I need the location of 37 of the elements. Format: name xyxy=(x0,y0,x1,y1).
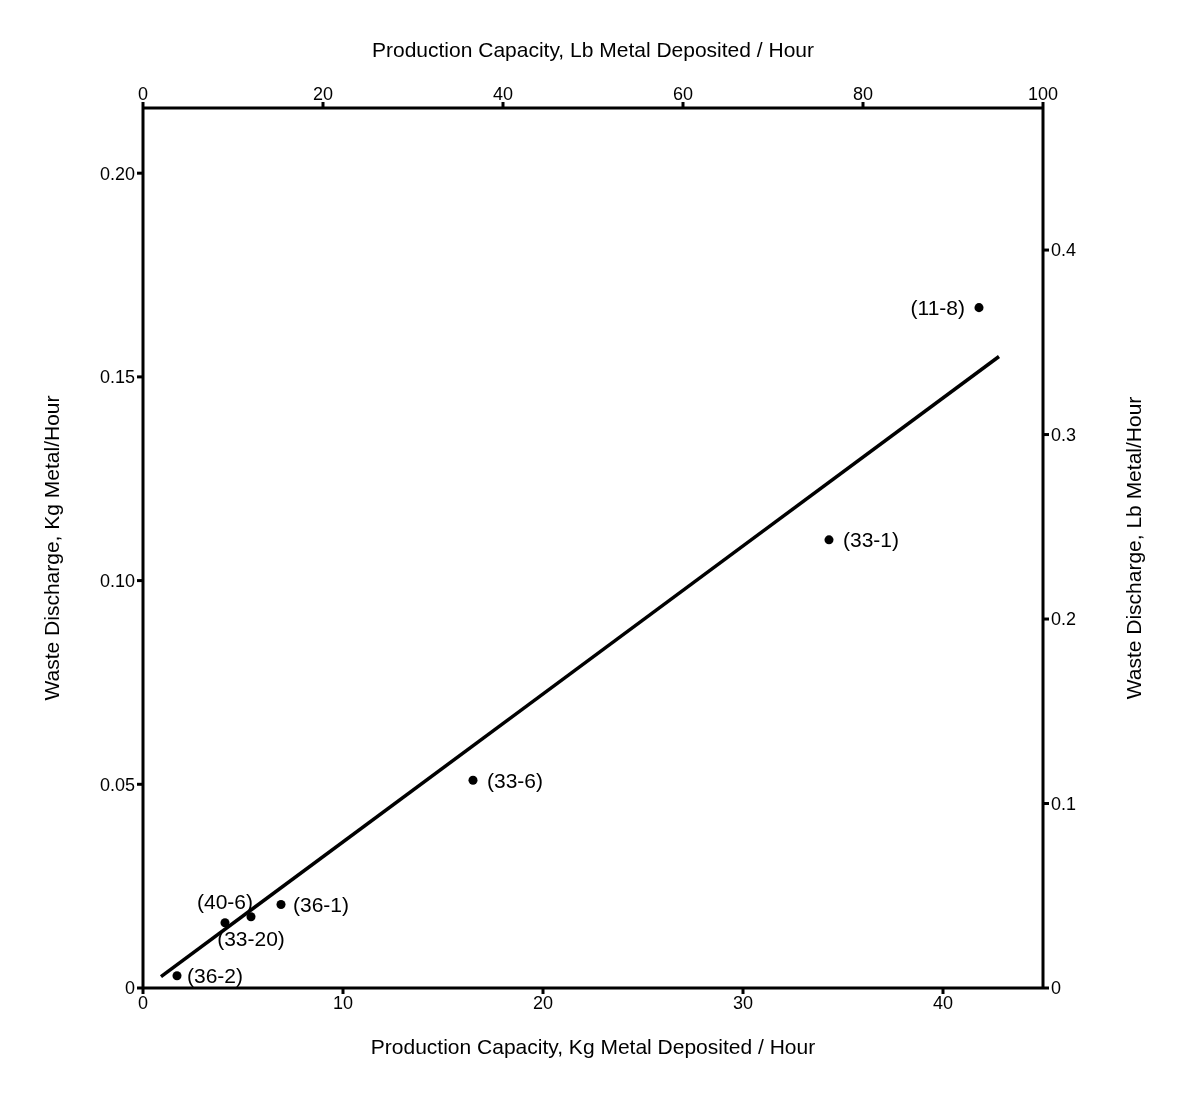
point xyxy=(276,899,286,909)
annotation: (36-2) xyxy=(187,964,244,988)
y-tick-label: 0.05 xyxy=(99,774,135,795)
annotation: (33-6) xyxy=(487,768,544,792)
point xyxy=(172,971,182,981)
x2-tick-label: 80 xyxy=(852,84,874,104)
x-tick-label: 0 xyxy=(137,992,149,1013)
annotation: (40-6) xyxy=(196,889,254,913)
y2-tick-label: 0.2 xyxy=(1051,609,1077,630)
annotation: (33-1) xyxy=(843,528,900,552)
x2-axis-title: Production Capacity, Lb Metal Deposited / Hour xyxy=(371,37,815,61)
x-tick-label: 30 xyxy=(732,992,754,1013)
y-axis-title: Waste Discharge, Kg Metal/Hour xyxy=(40,395,64,701)
y2-tick-label: 0.3 xyxy=(1051,424,1077,445)
y-tick-label: 0.20 xyxy=(99,163,135,184)
y-tick-label: 0 xyxy=(124,978,135,999)
point xyxy=(824,535,834,545)
point xyxy=(974,303,984,313)
x-tick-label: 20 xyxy=(532,992,554,1013)
point xyxy=(468,775,478,785)
y2-tick-label: 0 xyxy=(1051,978,1062,999)
annotation: (11-8) xyxy=(910,296,965,320)
annotation: (36-1) xyxy=(293,892,350,916)
y2-tick-label: 0.4 xyxy=(1051,240,1077,261)
y2-axis-title: Waste Discharge, Lb Metal/Hour xyxy=(1122,396,1146,700)
x-tick-label: 40 xyxy=(932,992,954,1013)
x2-tick-label: 60 xyxy=(672,84,694,104)
annotation: (33-20) xyxy=(217,926,285,950)
y-tick-label: 0.15 xyxy=(99,367,135,388)
x2-tick-label: 100 xyxy=(1027,84,1059,104)
x2-tick-label: 40 xyxy=(492,84,514,104)
x2-tick-label: 0 xyxy=(137,84,149,104)
x-axis-title: Production Capacity, Kg Metal Deposited / Hour xyxy=(370,1035,816,1058)
x-tick-label: 10 xyxy=(332,992,354,1013)
y2-tick-label: 0.1 xyxy=(1051,793,1077,814)
y-tick-label: 0.10 xyxy=(99,570,135,591)
x2-tick-label: 20 xyxy=(312,84,334,104)
